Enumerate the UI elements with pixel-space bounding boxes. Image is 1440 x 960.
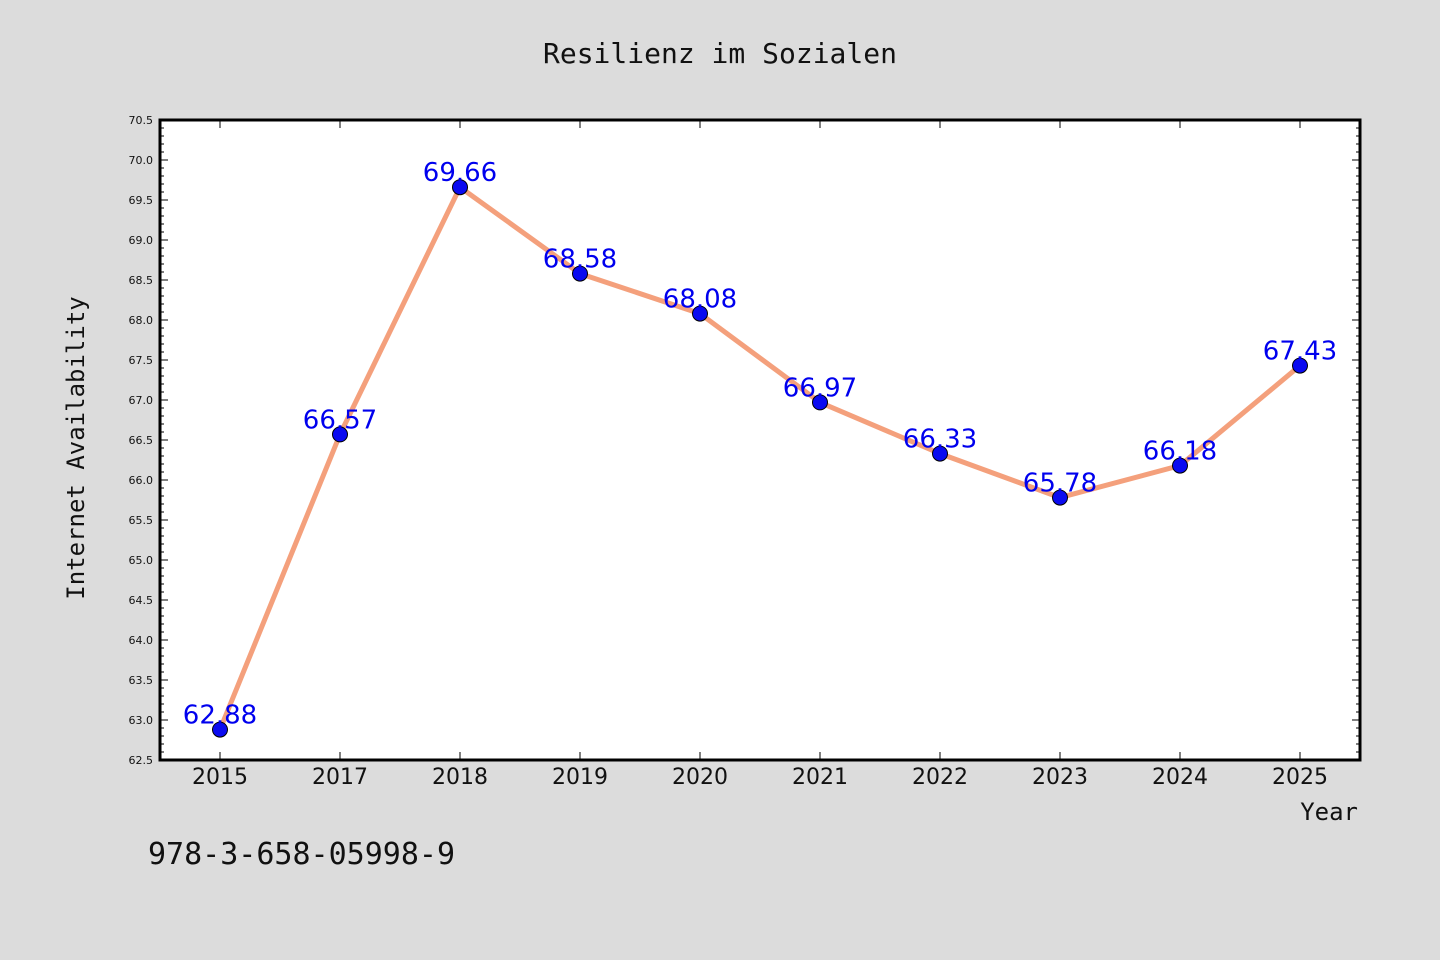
y-tick-label: 64.5: [129, 594, 154, 607]
x-tick-label: 2021: [792, 765, 848, 790]
y-tick-label: 66.0: [129, 474, 154, 487]
data-label: 67.43: [1263, 337, 1337, 367]
data-point: [452, 179, 468, 196]
x-axis-label: Year: [1300, 798, 1358, 826]
y-tick-label: 68.5: [129, 274, 154, 287]
y-tick-label: 62.5: [129, 754, 154, 767]
x-tick-label: 2019: [552, 765, 608, 790]
y-tick-label: 65.5: [129, 514, 154, 527]
data-label: 66.57: [303, 405, 377, 435]
data-label: 65.78: [1023, 469, 1097, 499]
x-tick-label: 2025: [1272, 765, 1328, 790]
plot-frame: [158, 118, 1362, 762]
data-point: [932, 445, 948, 462]
x-tick-label: 2015: [192, 765, 248, 790]
y-tick-label: 69.5: [129, 194, 154, 207]
y-tick-label: 68.0: [129, 314, 154, 327]
y-tick-label: 63.0: [129, 714, 154, 727]
data-label: 62.88: [183, 701, 257, 731]
data-label: 68.08: [663, 285, 737, 315]
y-tick-label: 65.0: [129, 554, 154, 567]
series-line: [217, 184, 1303, 733]
y-tick-label: 70.0: [129, 154, 154, 167]
x-axis-ticks: 2015 2017 2018 2019 2020 2021 2022 2023 2024 2025: [192, 120, 1328, 790]
plot-area: [160, 120, 1360, 760]
data-label: 66.33: [903, 425, 977, 455]
data-point: [692, 305, 708, 322]
x-tick-label: 2024: [1152, 765, 1208, 790]
data-point: [332, 426, 348, 443]
data-point: [1292, 357, 1308, 374]
y-tick-label: 67.0: [129, 394, 154, 407]
x-tick-label: 2022: [912, 765, 968, 790]
y-axis-label: Internet Availability: [62, 296, 90, 599]
y-tick-label: 69.0: [129, 234, 154, 247]
x-tick-label: 2018: [432, 765, 488, 790]
data-label: 66.97: [783, 373, 857, 403]
x-tick-label: 2017: [312, 765, 368, 790]
y-tick-label: 66.5: [129, 434, 154, 447]
data-point: [1172, 457, 1188, 474]
data-label: 66.18: [1143, 437, 1217, 467]
y-tick-label: 63.5: [129, 674, 154, 687]
x-tick-label: 2020: [672, 765, 728, 790]
series-layer: 62.88 66.57 69.66 68.58 68.08 66.97 66.33 65.78…: [183, 158, 1337, 738]
y-tick-label: 70.5: [129, 114, 154, 127]
data-label: 69.66: [423, 158, 497, 188]
data-point: [812, 394, 828, 411]
data-label: 68.58: [543, 245, 617, 275]
data-point: [572, 265, 588, 282]
y-tick-label: 67.5: [129, 354, 154, 367]
data-point: [212, 721, 228, 738]
chart-title: Resilienz im Sozialen: [543, 37, 897, 70]
y-axis-ticks: 62.5 63.0 63.5 64.0 64.5 65.0 65.5 66.0 66.5 67.0…: [129, 114, 1360, 767]
isbn-annotation: 978-3-658-05998-9: [148, 837, 455, 872]
data-point: [1052, 489, 1068, 506]
y-tick-label: 64.0: [129, 634, 154, 647]
x-tick-label: 2023: [1032, 765, 1088, 790]
